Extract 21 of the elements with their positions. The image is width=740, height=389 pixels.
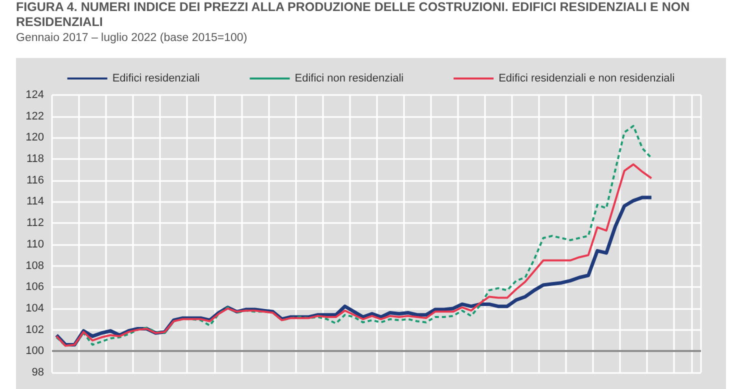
line-series [56, 163, 652, 347]
y-tick-label: 110 [26, 238, 44, 250]
legend-label: Edifici residenziali [112, 72, 200, 84]
y-tick-label: 114 [26, 196, 44, 208]
chart-subtitle: Gennaio 2017 – luglio 2022 (base 2015=100) [16, 32, 248, 44]
chart-title: FIGURA 4. NUMERI INDICE DEI PREZZI ALLA PRODUZIONE DELLE COSTRUZIONI. EDIFICI RESIDENZIALI E NON RESIDENZIALI [16, 0, 691, 30]
y-tick-label: 104 [26, 302, 44, 314]
y-tick-label: 120 [26, 132, 44, 144]
line-series [56, 124, 652, 347]
y-tick-label: 106 [26, 281, 44, 294]
legend-label: Edifici non residenziali [294, 72, 404, 84]
y-tick-label: 108 [26, 260, 44, 272]
y-tick-label: 124 [26, 89, 44, 101]
y-tick-label: 102 [26, 324, 44, 336]
y-tick-label: 122 [26, 110, 44, 122]
y-tick-label: 112 [26, 217, 44, 230]
y-tick-label: 100 [26, 345, 44, 358]
legend-label: Edifici residenziali e non residenziali [498, 72, 675, 84]
y-tick-label: 118 [26, 153, 44, 166]
y-tick-label: 98 [32, 366, 44, 378]
y-tick-label: 116 [26, 174, 44, 186]
